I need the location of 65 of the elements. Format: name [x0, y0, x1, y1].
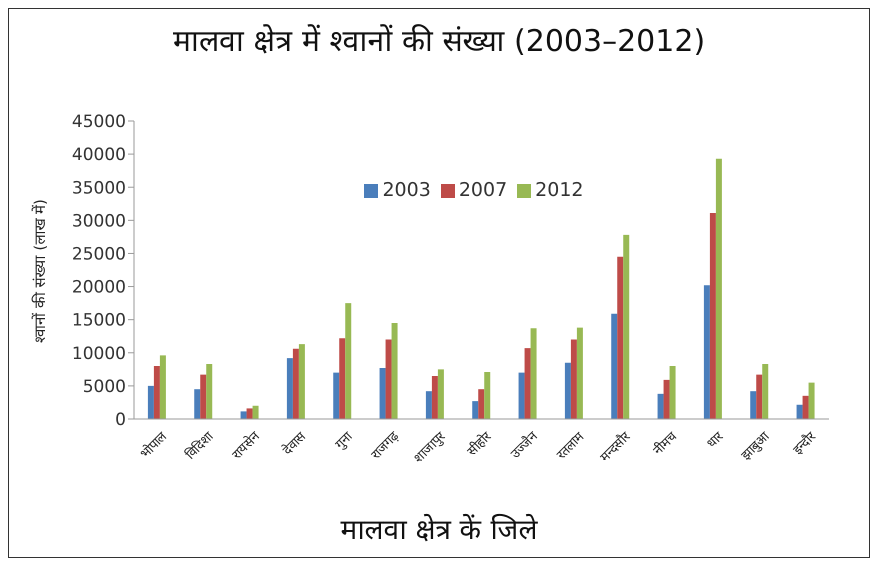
bar: [796, 404, 803, 419]
bar: [148, 386, 154, 419]
y-tick-label: 40000: [72, 145, 126, 166]
bar: [530, 328, 537, 419]
bar: [252, 406, 259, 419]
bar: [664, 380, 670, 419]
bar: [802, 396, 809, 419]
bar: [576, 328, 583, 419]
y-tick-label: 15000: [72, 310, 126, 331]
y-tick-label: 25000: [72, 244, 126, 264]
x-tick-label: गुना: [332, 428, 356, 452]
bar: [762, 364, 768, 419]
bar: [438, 369, 444, 419]
bar: [386, 340, 392, 419]
bar: [750, 391, 756, 419]
legend-label: 2003: [382, 179, 431, 201]
x-tick-label: धार: [704, 428, 727, 452]
bar: [206, 364, 212, 419]
y-tick-label: 30000: [72, 211, 126, 232]
y-tick-label: 0: [115, 410, 126, 430]
x-tick-label: नीमच: [650, 428, 681, 458]
bar: [246, 408, 253, 419]
bar: [518, 372, 525, 419]
bar: [570, 340, 577, 419]
bar: [756, 374, 762, 419]
bar: [292, 348, 299, 419]
bar: [484, 372, 490, 419]
bar: [623, 234, 630, 419]
bar: [617, 256, 624, 419]
bar: [611, 314, 618, 419]
bar: [426, 391, 432, 419]
bar: [392, 322, 398, 419]
chart-title: मालवा क्षेत्र में श्वानों की संख्या (2003–2012): [172, 23, 706, 60]
legend-label: 2012: [535, 179, 584, 201]
bar: [670, 366, 676, 419]
bar: [432, 376, 438, 419]
bar: [658, 394, 664, 419]
bar: [716, 158, 722, 419]
y-axis-title: श्वानों की संख्या (लाख में): [30, 199, 49, 343]
bar: [286, 358, 293, 419]
bar: [808, 382, 815, 419]
x-tick-label: देवास: [280, 428, 310, 458]
bar: [380, 368, 386, 419]
bar: [704, 285, 710, 419]
bar: [472, 401, 478, 419]
bar: [524, 348, 531, 419]
x-axis-title: मालवा क्षेत्र कें जिले: [340, 512, 539, 547]
bar: [564, 362, 571, 419]
y-tick-label: 35000: [72, 178, 126, 198]
y-tick-label: 5000: [82, 376, 126, 397]
bar: [478, 389, 484, 419]
bar: [240, 411, 247, 419]
bar: [160, 355, 166, 419]
y-tick-label: 20000: [72, 278, 126, 298]
bar: [154, 366, 160, 419]
y-tick-label: 45000: [72, 112, 126, 132]
bar: [333, 372, 340, 419]
y-tick-label: 10000: [72, 344, 126, 364]
legend-label: 2007: [458, 179, 508, 201]
bar: [339, 338, 346, 419]
bar: [710, 213, 716, 419]
bar: [345, 303, 352, 419]
bar: [194, 389, 200, 419]
bar: [298, 344, 305, 419]
bar: [200, 374, 206, 419]
